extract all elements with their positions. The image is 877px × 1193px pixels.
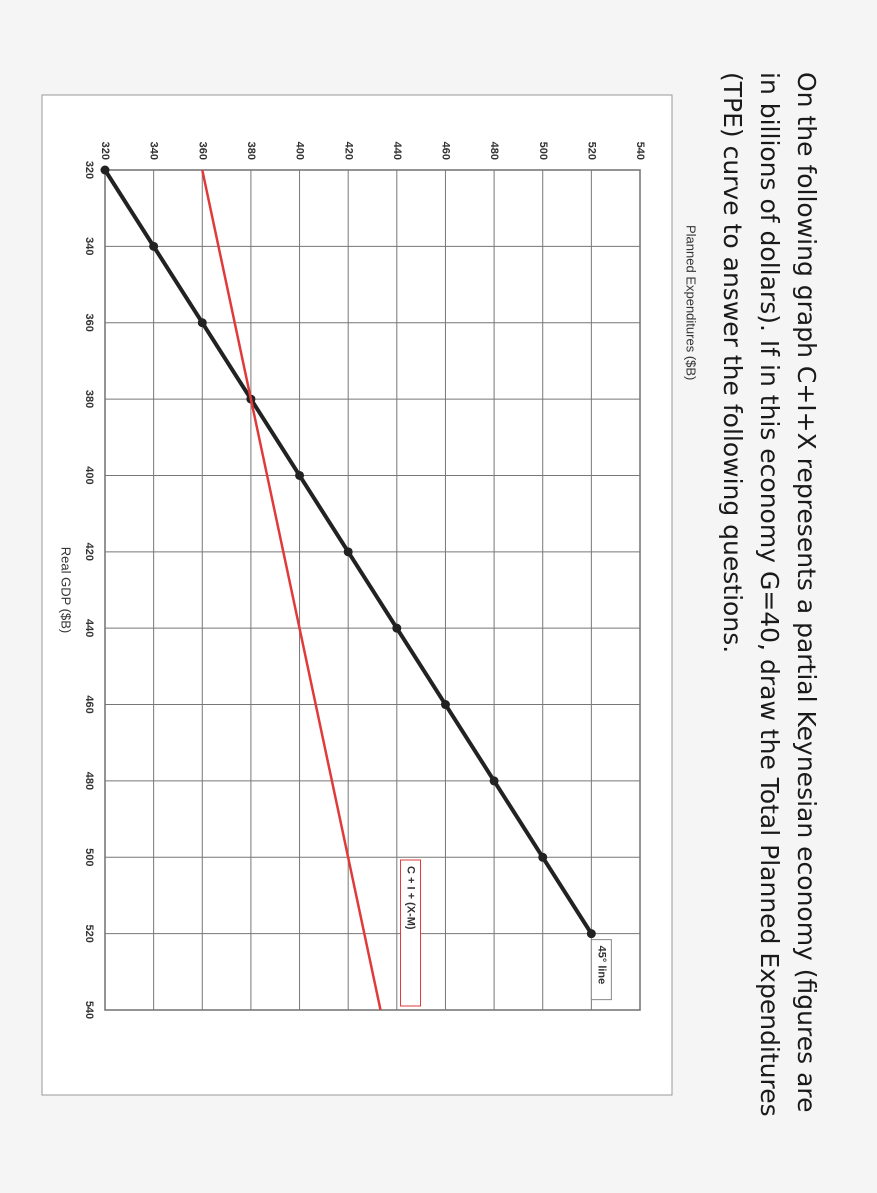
data-point	[586, 929, 596, 939]
y-tick-label: 480	[488, 142, 500, 160]
y-axis-title: Planned Expenditures ($B)	[684, 225, 699, 380]
y-tick-label: 420	[342, 142, 354, 160]
x-tick-label: 420	[83, 543, 95, 561]
y-tick-label: 460	[440, 142, 452, 160]
y-tick-label: 360	[196, 142, 208, 160]
x-tick-label: 480	[83, 772, 95, 790]
data-point	[489, 776, 499, 786]
legend-label: C + I + (X-M)	[405, 866, 417, 930]
y-tick-label: 500	[537, 142, 549, 160]
y-tick-label: 520	[585, 142, 597, 160]
data-point	[197, 318, 207, 328]
y-tick-label: 540	[634, 142, 646, 160]
x-tick-label: 380	[83, 390, 95, 408]
y-tick-label: 400	[294, 142, 306, 160]
data-point	[538, 852, 548, 862]
x-tick-label: 440	[83, 619, 95, 637]
x-axis-title: Real GDP ($B)	[59, 547, 74, 633]
y-tick-label: 320	[99, 142, 111, 160]
data-point	[440, 700, 450, 710]
data-point	[295, 470, 305, 480]
x-tick-label: 500	[83, 848, 95, 866]
x-tick-label: 540	[83, 1001, 95, 1019]
data-point	[343, 547, 353, 557]
legend-box	[400, 859, 422, 1007]
x-tick-label: 400	[83, 466, 95, 484]
series-line	[201, 169, 382, 1011]
x-tick-label: 460	[83, 695, 95, 713]
data-point	[100, 165, 110, 175]
legend-box	[590, 939, 612, 1001]
x-tick-label: 320	[83, 161, 95, 179]
data-point	[392, 623, 402, 633]
x-tick-label: 360	[83, 314, 95, 332]
data-point	[149, 241, 159, 251]
x-tick-label: 520	[83, 924, 95, 942]
y-tick-label: 340	[148, 142, 160, 160]
y-tick-label: 380	[245, 142, 257, 160]
legend-label: 45° line	[595, 946, 607, 985]
x-tick-label: 340	[83, 237, 95, 255]
y-tick-label: 440	[391, 142, 403, 160]
